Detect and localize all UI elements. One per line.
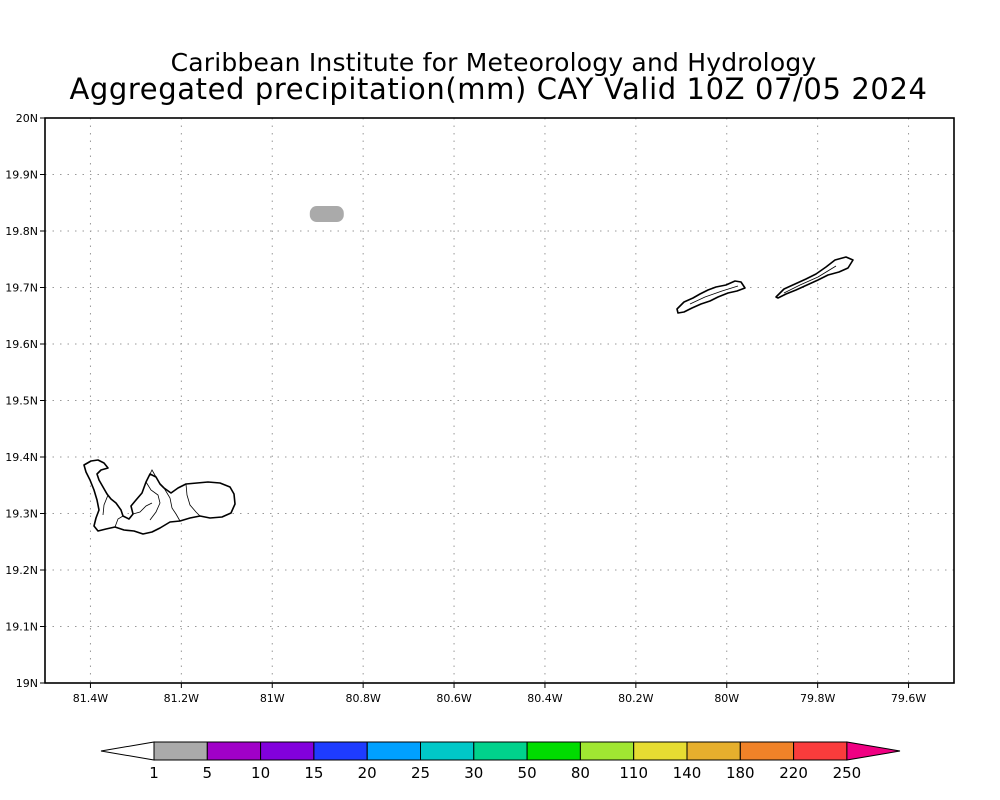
- colorbar-segment: [473, 741, 528, 761]
- lon-tick-label: 81.2W: [164, 692, 199, 705]
- lon-tick-label: 80.4W: [527, 692, 562, 705]
- colorbar-label: 110: [619, 764, 648, 782]
- grid-lines: [45, 118, 954, 683]
- little-cayman-island: [676, 280, 746, 314]
- colorbar-label: 10: [251, 764, 270, 782]
- colorbar-label: 15: [304, 764, 323, 782]
- colorbar-segment: [793, 741, 848, 761]
- lat-tick-label: 19N: [16, 677, 38, 690]
- lon-tick-label: 80.6W: [436, 692, 471, 705]
- colorbar-segment: [686, 741, 741, 761]
- colorbar-segment: [153, 741, 208, 761]
- colorbar-label: 250: [833, 764, 862, 782]
- colorbar-label: 30: [464, 764, 483, 782]
- lat-tick-label: 19.6N: [5, 338, 38, 351]
- lon-tick-label: 80.2W: [618, 692, 653, 705]
- colorbar-segment: [366, 741, 422, 761]
- colorbar: [100, 741, 901, 761]
- lat-tick-label: 19.1N: [5, 621, 38, 634]
- lat-tick-label: 19.8N: [5, 225, 38, 238]
- colorbar-segment: [739, 741, 795, 761]
- colorbar-under-triangle: [100, 741, 155, 761]
- lon-tick-label: 81W: [260, 692, 285, 705]
- colorbar-segment: [526, 741, 581, 761]
- title-line-1: Caribbean Institute for Meteorology and …: [170, 48, 817, 77]
- colorbar-segment: [420, 741, 475, 761]
- colorbar-label: 80: [571, 764, 590, 782]
- colorbar-label: 50: [518, 764, 537, 782]
- lat-tick-label: 19.7N: [5, 282, 38, 295]
- colorbar-labels: 1 5 10 15 20 25 30 50 80 110 140 180 220 250: [149, 764, 861, 782]
- colorbar-label: 220: [779, 764, 808, 782]
- colorbar-label: 5: [203, 764, 213, 782]
- precipitation-layer: [309, 206, 344, 223]
- colorbar-label: 140: [673, 764, 702, 782]
- grand-cayman-island: [83, 459, 236, 535]
- colorbar-segment: [633, 741, 688, 761]
- precip-patch: [309, 206, 344, 223]
- colorbar-label: 25: [411, 764, 430, 782]
- colorbar-segment: [206, 741, 262, 761]
- colorbar-segment: [579, 741, 635, 761]
- lon-tick-label: 79.8W: [800, 692, 835, 705]
- latitude-tick-labels: 20N 19.9N 19.8N 19.7N 19.6N 19.5N 19.4N 19.3N 19…: [5, 112, 45, 690]
- colorbar-segment: [260, 741, 315, 761]
- colorbar-label: 1: [149, 764, 159, 782]
- longitude-tick-labels: 81.4W 81.2W 81W 80.8W 80.6W 80.4W 80.2W 80W 79.8…: [73, 683, 926, 705]
- lon-tick-label: 80.8W: [345, 692, 380, 705]
- colorbar-over-triangle: [846, 741, 901, 761]
- lon-tick-label: 80W: [714, 692, 739, 705]
- lon-tick-label: 79.6W: [891, 692, 926, 705]
- colorbar-segment: [313, 741, 368, 761]
- grand-cayman-district-boundaries: [102, 469, 201, 528]
- lat-tick-label: 19.2N: [5, 564, 38, 577]
- colorbar-label: 20: [358, 764, 377, 782]
- title-line-2: Aggregated precipitation(mm) CAY Valid 1…: [69, 72, 928, 106]
- lat-tick-label: 20N: [16, 112, 38, 125]
- colorbar-label: 180: [726, 764, 755, 782]
- cayman-brac-island: [775, 256, 854, 299]
- lon-tick-label: 81.4W: [73, 692, 108, 705]
- lat-tick-label: 19.3N: [5, 508, 38, 521]
- lat-tick-label: 19.9N: [5, 169, 38, 182]
- lat-tick-label: 19.5N: [5, 395, 38, 408]
- lat-tick-label: 19.4N: [5, 451, 38, 464]
